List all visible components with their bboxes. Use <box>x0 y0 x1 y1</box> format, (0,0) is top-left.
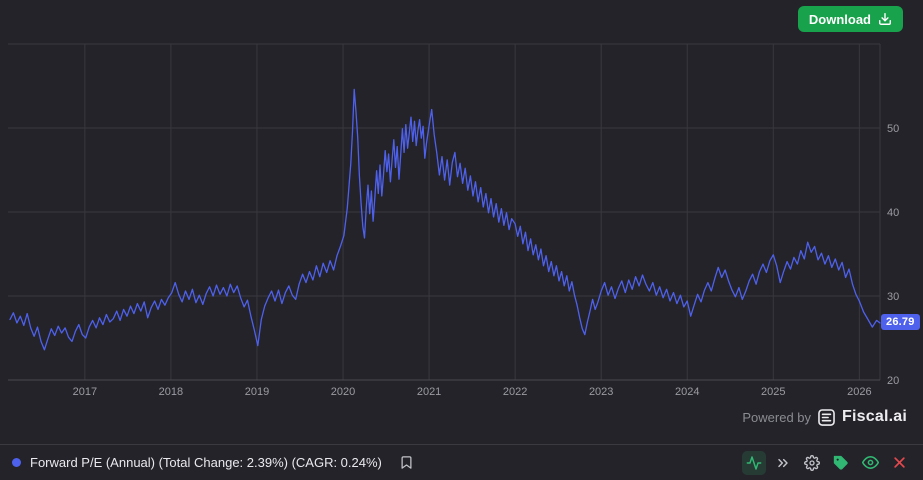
settings-button[interactable] <box>800 451 824 475</box>
close-icon <box>893 457 905 468</box>
tag-icon <box>833 455 848 470</box>
double-chevron-icon <box>778 458 788 467</box>
svg-text:40: 40 <box>887 207 899 219</box>
forward-pe-chart[interactable]: 20 30 40 50 2017 2018 2019 2020 2021 2022 2023 2024… <box>0 0 923 440</box>
powered-by-label: Powered by <box>742 409 812 425</box>
svg-text:50: 50 <box>887 123 899 135</box>
compare-button[interactable] <box>771 451 795 475</box>
remove-button[interactable] <box>887 451 911 475</box>
svg-text:2020: 2020 <box>331 386 355 398</box>
fiscal-ai-logo-icon <box>818 408 835 426</box>
svg-text:2017: 2017 <box>73 386 97 398</box>
powered-by: Powered by Fiscal.ai <box>742 406 907 428</box>
svg-text:2021: 2021 <box>417 386 441 398</box>
series-legend-label: Forward P/E (Annual) (Total Change: 2.39… <box>30 455 382 470</box>
chart-toolbar <box>742 450 911 475</box>
last-value-badge: 26.79 <box>881 313 920 330</box>
tag-button[interactable] <box>829 451 853 475</box>
visibility-button[interactable] <box>858 451 882 475</box>
activity-icon <box>746 455 762 470</box>
svg-text:2018: 2018 <box>159 386 183 398</box>
download-label: Download <box>808 11 871 27</box>
download-button[interactable]: Download <box>797 6 903 32</box>
eye-icon <box>861 456 879 469</box>
download-icon <box>879 13 891 25</box>
gear-icon <box>804 454 820 471</box>
svg-text:2025: 2025 <box>761 386 785 398</box>
svg-text:2026: 2026 <box>847 386 871 398</box>
svg-text:30: 30 <box>887 291 899 303</box>
chart-style-button[interactable] <box>742 450 766 475</box>
series-color-dot <box>12 458 21 467</box>
svg-text:2019: 2019 <box>245 386 269 398</box>
brand-name: Fiscal.ai <box>842 408 907 425</box>
svg-text:2022: 2022 <box>503 386 527 398</box>
svg-text:2024: 2024 <box>675 386 699 398</box>
bookmark-icon[interactable] <box>397 453 416 472</box>
legend-bar: Forward P/E (Annual) (Total Change: 2.39… <box>0 444 923 480</box>
svg-text:2023: 2023 <box>589 386 613 398</box>
svg-text:20: 20 <box>887 375 899 387</box>
